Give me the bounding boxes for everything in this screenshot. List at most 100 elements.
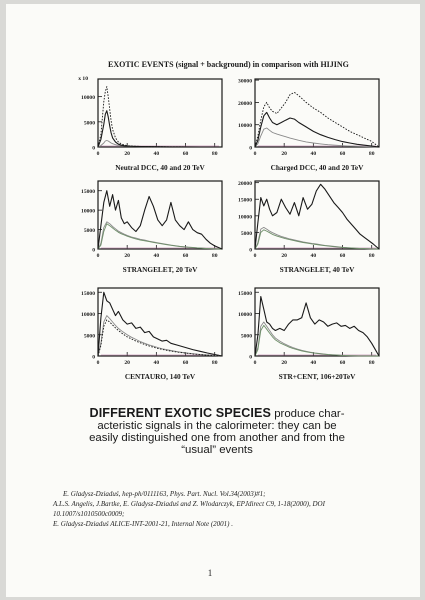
- reference-3: E. Gladysz-Dziaduś ALICE-INT-2001-21, In…: [53, 520, 233, 528]
- series-solid: [254, 183, 380, 250]
- series-grey: [254, 127, 380, 148]
- y-tick-label: 5000: [84, 228, 95, 234]
- x-tick-label: 40: [154, 253, 160, 259]
- x-tick-label: 20: [281, 151, 287, 157]
- series-solid: [254, 111, 380, 148]
- x-tick-label: 40: [311, 151, 317, 157]
- y-tick-label: 15000: [81, 189, 95, 195]
- series-dotted: [97, 319, 223, 357]
- panel-caption: STRANGELET, 40 TeV: [280, 265, 355, 274]
- y-tick-label: 0: [249, 146, 252, 152]
- x-tick-label: 80: [369, 360, 375, 366]
- series-grey: [254, 226, 380, 250]
- series-grey: [254, 321, 379, 357]
- x-tick-label: 80: [369, 151, 375, 157]
- x-tick-label: 0: [254, 253, 257, 259]
- y-tick-label: 15000: [81, 291, 95, 297]
- y-tick-label: 20000: [238, 181, 252, 187]
- series-solid: [97, 110, 222, 148]
- reference-2: A.L.S. Angelis, J.Bartke, E. Gladysz-Dzi…: [53, 500, 325, 518]
- y-tick-label: 10000: [238, 214, 252, 220]
- paper-sheet: [6, 4, 420, 597]
- panel-frame: [97, 180, 223, 250]
- series-solid: [254, 295, 380, 357]
- x-tick-label: 0: [254, 151, 257, 157]
- panel-p1: 10000 5000 00 20 40 60 80 x 10 Neutral DCC, 40 a…: [78, 76, 223, 172]
- y-tick-label: 10000: [81, 312, 95, 318]
- x-tick-label: 80: [212, 151, 218, 157]
- panel-frame: [97, 78, 223, 148]
- x-tick-label: 60: [340, 360, 346, 366]
- series-dotted: [254, 91, 380, 148]
- series-green: [97, 223, 223, 250]
- reference-1: E. Gladysz-Dziaduś, hep-ph/0111163, Phys…: [63, 490, 266, 498]
- series-solid: [97, 190, 223, 250]
- y-tick-label: 0: [249, 248, 252, 254]
- panel-frame: [97, 287, 223, 357]
- panel-frame: [254, 287, 380, 357]
- summary-statement: DIFFERENT EXOTIC SPECIES produce char- a…: [52, 407, 382, 456]
- y-tick-label: 30000: [238, 79, 252, 85]
- y-tick-label: 0: [249, 355, 252, 361]
- y-tick-label: 0: [92, 146, 95, 152]
- y-tick-label: 20000: [238, 101, 252, 107]
- panel-p2: 30000 20000 10000 00 20 40 60 80 Charged DCC, 40…: [238, 78, 380, 172]
- x-tick-label: 20: [124, 360, 130, 366]
- y-tick-label: 5000: [84, 120, 95, 126]
- x-tick-label: 60: [183, 360, 189, 366]
- panel-frame: [254, 78, 380, 148]
- summary-line4: “usual” events: [181, 444, 253, 456]
- x-tick-label: 0: [97, 253, 100, 259]
- x-tick-label: 60: [340, 151, 346, 157]
- x-tick-label: 60: [340, 253, 346, 259]
- y-tick-label: 0: [92, 355, 95, 361]
- panel-caption: Neutral DCC, 40 and 20 TeV: [115, 163, 205, 172]
- series-solid: [97, 291, 223, 357]
- x-tick-label: 40: [154, 151, 160, 157]
- x-tick-label: 60: [183, 151, 189, 157]
- panel-caption: STR+CENT, 106+20TeV: [279, 372, 357, 381]
- references: E. Gladysz-Dziaduś, hep-ph/0111163, Phys…: [53, 489, 377, 529]
- panel-caption: STRANGELET, 20 TeV: [123, 265, 198, 274]
- panel-p5: 15000 10000 5000 00 20 40 60 80 CENTAURO, 140 Te…: [81, 287, 223, 381]
- series-grey: [97, 221, 223, 250]
- y-tick-label: 5000: [84, 333, 95, 339]
- summary-line2: acteristic signals in the calorimeter: t…: [97, 420, 337, 432]
- y-tick-label: 5000: [241, 231, 252, 237]
- panel-caption: Charged DCC, 40 and 20 TeV: [271, 163, 365, 172]
- panel-p6: 15000 10000 5000 00 20 40 60 80 STR+CENT, 106+20…: [238, 287, 380, 381]
- panel-p4: 20000 15000 10000 5000 00 20 40 60 80 STRANGELET,…: [238, 180, 380, 274]
- x-tick-label: 0: [97, 151, 100, 157]
- figure-title: EXOTIC EVENTS (signal + background) in c…: [108, 60, 349, 69]
- x-tick-label: 60: [183, 253, 189, 259]
- axis-multiplier: x 10: [78, 76, 88, 82]
- y-tick-label: 15000: [238, 291, 252, 297]
- panel-caption: CENTAURO, 140 TeV: [125, 372, 196, 381]
- panel-frame: [254, 180, 380, 250]
- series-green: [254, 324, 379, 357]
- page-number: 1: [207, 568, 213, 578]
- x-tick-label: 80: [369, 253, 375, 259]
- y-tick-label: 10000: [81, 95, 95, 101]
- x-tick-label: 20: [281, 360, 287, 366]
- summary-lead: DIFFERENT EXOTIC SPECIES: [89, 406, 272, 420]
- series-dotted: [97, 86, 222, 148]
- summary-line3: easily distinguished one from another an…: [89, 432, 345, 444]
- series-green: [254, 229, 380, 250]
- x-tick-label: 40: [311, 253, 317, 259]
- x-tick-label: 80: [212, 360, 218, 366]
- x-tick-label: 40: [154, 360, 160, 366]
- x-tick-label: 0: [97, 360, 100, 366]
- y-tick-label: 10000: [238, 123, 252, 129]
- x-tick-label: 20: [124, 151, 130, 157]
- series-grey: [97, 315, 223, 357]
- y-tick-label: 10000: [238, 312, 252, 318]
- y-tick-label: 15000: [238, 198, 252, 204]
- summary-line1-rest: produce char-: [271, 408, 345, 420]
- panel-p3: 15000 10000 5000 00 20 40 60 80 STRANGELET, 20 T…: [81, 180, 223, 274]
- x-tick-label: 0: [254, 360, 257, 366]
- y-tick-label: 5000: [241, 333, 252, 339]
- y-tick-label: 0: [92, 248, 95, 254]
- y-tick-label: 10000: [81, 209, 95, 215]
